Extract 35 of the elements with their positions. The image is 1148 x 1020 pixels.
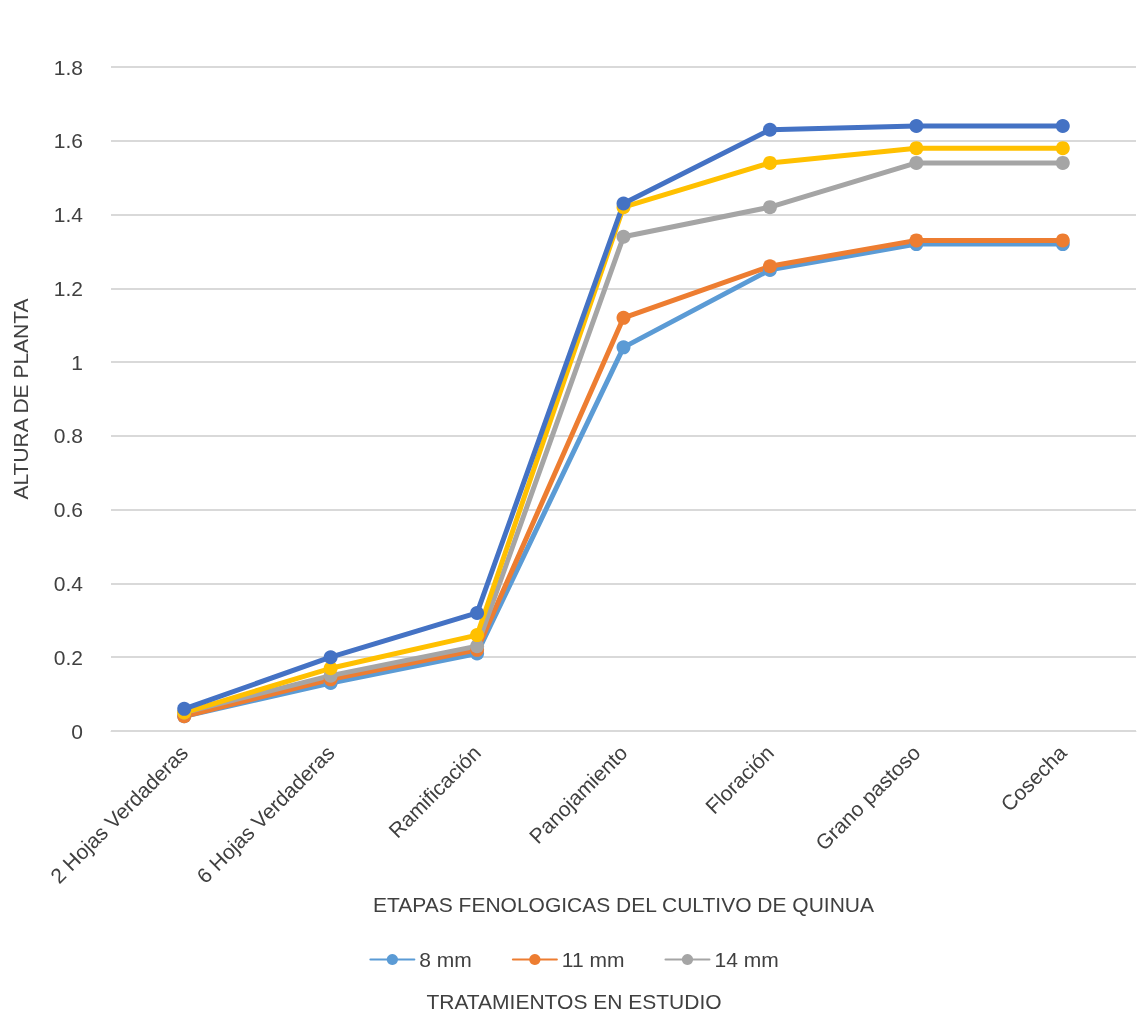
legend-label: 11 mm: [561, 948, 625, 971]
y-axis-title: ALTURA DE PLANTA: [9, 298, 32, 500]
point: [909, 119, 924, 134]
point: [616, 229, 631, 244]
y-tick-label: 1.4: [53, 203, 84, 227]
point: [323, 650, 338, 665]
point: [909, 233, 924, 248]
point: [1055, 233, 1070, 248]
point: [470, 628, 485, 643]
point: [909, 141, 924, 156]
legend-title: TRATAMIENTOS EN ESTUDIO: [426, 990, 722, 1013]
y-tick-label: 0.2: [53, 645, 83, 669]
x-axis-title: ETAPAS FENOLOGICAS DEL CULTIVO DE QUINUA: [373, 892, 874, 916]
point: [762, 200, 777, 215]
point: [1055, 119, 1070, 134]
point: [616, 196, 631, 211]
y-tick-label: 1.8: [53, 55, 83, 79]
point: [616, 310, 631, 325]
y-tick-label: 0.6: [53, 498, 83, 522]
y-tick-label: 1: [71, 350, 83, 374]
point: [1055, 141, 1070, 156]
point: [1055, 155, 1070, 170]
y-tick-label: 0.8: [53, 424, 83, 448]
point: [177, 701, 192, 716]
point: [909, 155, 924, 170]
legend-label: 8 mm: [419, 948, 472, 971]
point: [470, 605, 485, 620]
legend-label: 14 mm: [714, 948, 779, 971]
point: [762, 155, 777, 170]
y-tick-label: 1.2: [53, 276, 83, 300]
point: [616, 340, 631, 355]
y-tick-label: 0: [71, 719, 83, 743]
y-tick-label: 0.4: [53, 571, 84, 595]
point: [762, 122, 777, 137]
y-tick-label: 1.6: [53, 129, 83, 153]
